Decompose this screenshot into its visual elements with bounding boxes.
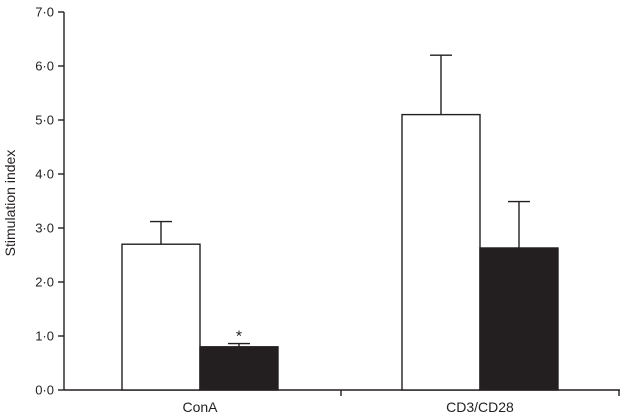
y-tick-label: 4·0 (35, 167, 54, 182)
bars: * (121, 54, 559, 391)
y-tick-label: 0·0 (35, 383, 54, 398)
y-ticks: 0·0 1·0 2·0 3·0 4·0 5·0 6·0 7·0 (35, 5, 64, 398)
y-tick-label: 6·0 (35, 59, 54, 74)
y-tick-label: 3·0 (35, 221, 54, 236)
y-tick-label: 1·0 (35, 329, 54, 344)
y-tick-label: 2·0 (35, 275, 54, 290)
y-axis-title: Stimulation index (2, 150, 18, 257)
bar-open-1 (401, 113, 481, 391)
bar-filled-1 (479, 247, 559, 391)
x-category-label: CD3/CD28 (446, 399, 514, 415)
x-category-label: ConA (182, 399, 218, 415)
bar-filled-0 (199, 346, 279, 391)
x-category-labels: ConA CD3/CD28 (182, 399, 514, 415)
significance-marker: * (236, 329, 242, 346)
bar-open-0 (121, 243, 201, 391)
y-tick-label: 5·0 (35, 113, 54, 128)
y-tick-label: 7·0 (35, 5, 54, 20)
